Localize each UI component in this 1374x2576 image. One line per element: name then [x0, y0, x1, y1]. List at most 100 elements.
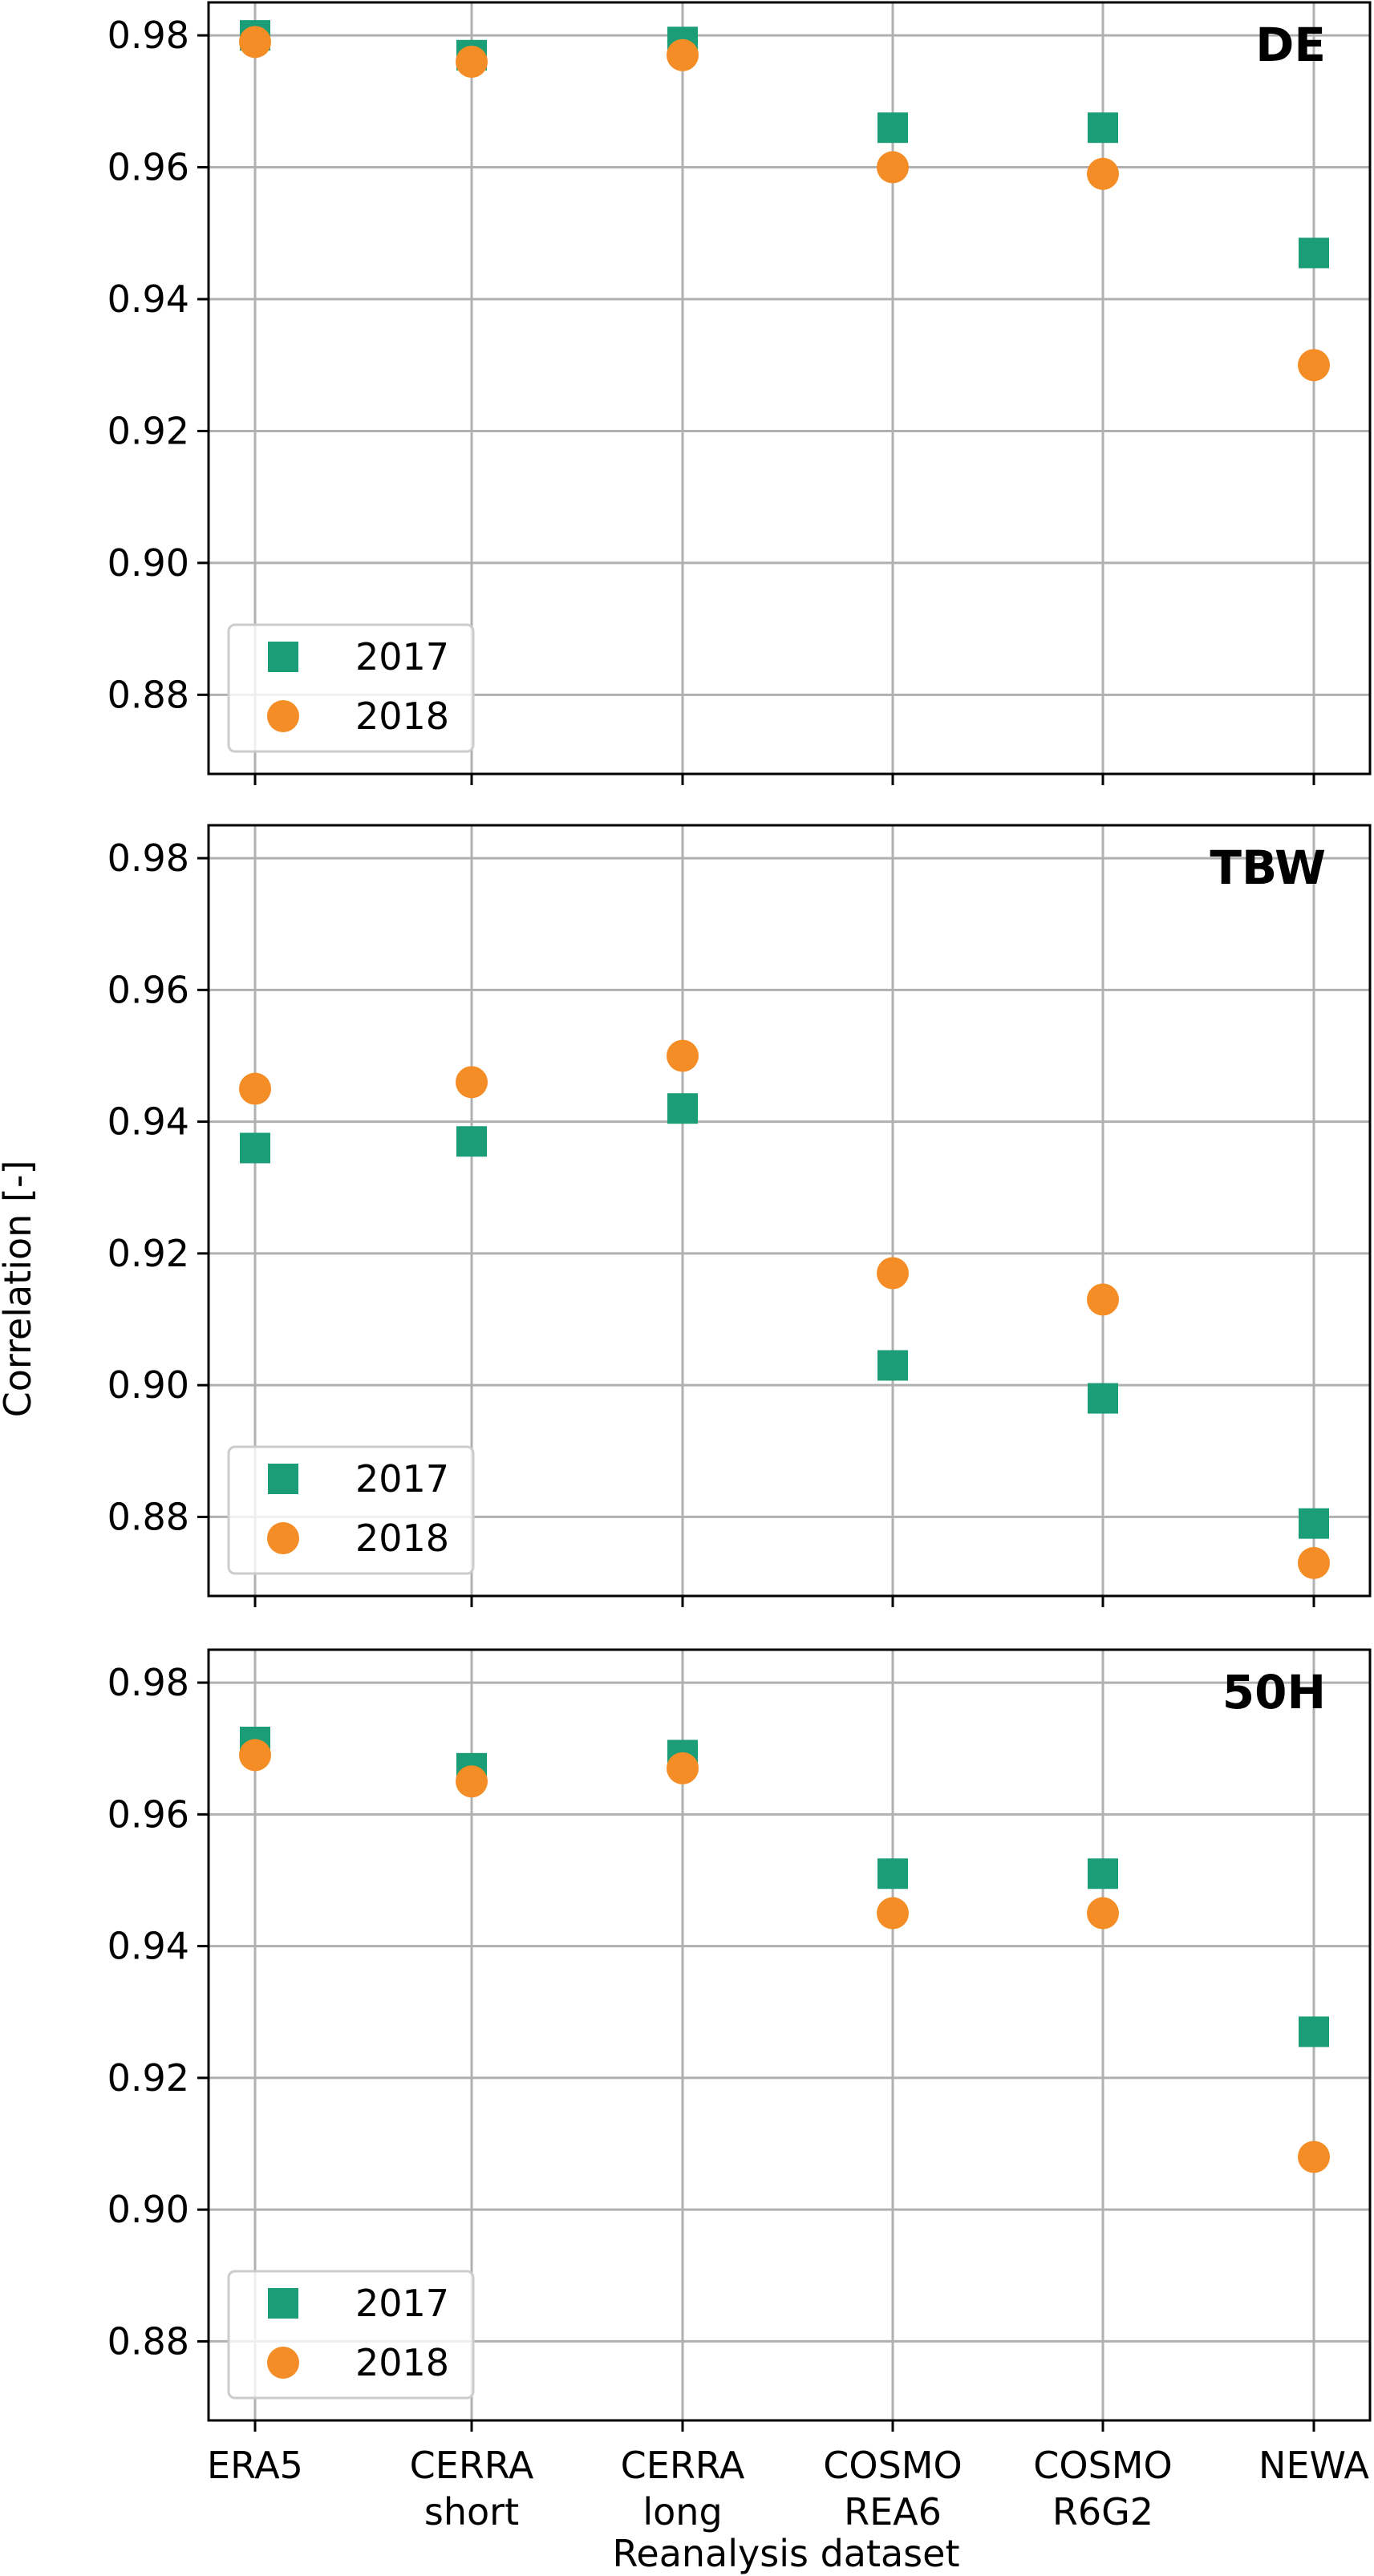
- data-point-2018-6: [1298, 1546, 1330, 1579]
- series-2017: [240, 1726, 1329, 2047]
- data-point-2017-5: [1088, 1858, 1118, 1889]
- legend-label-2018: 2018: [355, 2341, 449, 2384]
- data-point-2018-5: [1087, 1283, 1119, 1316]
- data-point-2017-6: [1299, 1508, 1329, 1539]
- y-tick-label: 0.94: [107, 1100, 189, 1144]
- data-point-2017-5: [1088, 112, 1118, 144]
- x-axis-ticks: [253, 2420, 1315, 2432]
- data-point-2018-3: [667, 1752, 699, 1784]
- panel-title: TBW: [1210, 840, 1326, 895]
- x-axis-ticks: [253, 774, 1315, 785]
- x-category-label: ERA5: [207, 2444, 303, 2487]
- data-point-2017-6: [1299, 237, 1329, 269]
- x-category-label-line: NEWA: [1258, 2444, 1369, 2487]
- y-tick-label: 0.92: [107, 1232, 189, 1275]
- y-tick-label: 0.88: [107, 2319, 189, 2363]
- series-2017: [240, 1093, 1329, 1539]
- x-category-label: COSMO R6G2: [1033, 2444, 1172, 2533]
- data-point-2017-4: [877, 1858, 908, 1889]
- legend-marker-2017: [268, 1464, 298, 1494]
- data-point-2018-2: [456, 1066, 488, 1099]
- y-tick-label: 0.96: [107, 146, 189, 189]
- x-category-label-line: ERA5: [207, 2444, 303, 2487]
- x-axis-label: Reanalysis dataset: [613, 2532, 960, 2575]
- data-point-2018-6: [1298, 2141, 1330, 2173]
- x-axis-ticks: [253, 1596, 1315, 1607]
- data-point-2017-4: [877, 112, 908, 144]
- x-category-label-line: COSMO: [1033, 2444, 1172, 2487]
- panel-tbw: 0.88 0.90 0.92 0.94 0.96 0.98 TBW 2017 2018: [107, 824, 1372, 1607]
- y-tick-label: 0.88: [107, 1495, 189, 1538]
- series-2018: [239, 26, 1330, 382]
- x-category-label: COSMO REA6: [823, 2444, 962, 2533]
- x-category-label-line: COSMO: [823, 2444, 962, 2487]
- data-point-2018-1: [239, 1072, 271, 1105]
- data-point-2018-1: [239, 1739, 271, 1772]
- y-tick-label: 0.92: [107, 2056, 189, 2100]
- y-tick-label: 0.88: [107, 673, 189, 716]
- legend-marker-2017: [268, 642, 298, 672]
- x-category-label: NEWA: [1258, 2444, 1369, 2487]
- x-category-label-line: CERRA: [621, 2444, 745, 2487]
- y-axis-ticks: 0.88 0.90 0.92 0.94 0.96 0.98: [107, 14, 209, 716]
- legend: 2017 2018: [227, 623, 475, 753]
- legend: 2017 2018: [227, 1445, 475, 1575]
- y-tick-label: 0.94: [107, 277, 189, 321]
- legend-marker-2017: [268, 2288, 298, 2319]
- data-point-2017-4: [877, 1350, 908, 1381]
- y-tick-label: 0.98: [107, 836, 189, 880]
- y-axis-ticks: 0.88 0.90 0.92 0.94 0.96 0.98: [107, 836, 209, 1538]
- data-point-2018-2: [456, 1765, 488, 1798]
- data-point-2018-5: [1087, 157, 1119, 190]
- legend-marker-2018: [267, 1522, 299, 1554]
- legend: 2017 2018: [227, 2270, 475, 2400]
- panel-title: 50H: [1222, 1665, 1326, 1719]
- data-point-2018-3: [667, 38, 699, 71]
- y-tick-label: 0.92: [107, 409, 189, 452]
- data-point-2018-1: [239, 26, 271, 59]
- legend-label-2017: 2017: [355, 2282, 449, 2325]
- x-category-label-line: R6G2: [1052, 2490, 1153, 2533]
- y-axis-ticks: 0.88 0.90 0.92 0.94 0.96 0.98: [107, 1661, 209, 2363]
- data-point-2018-2: [456, 46, 488, 78]
- plot-frame: [207, 824, 1372, 1598]
- data-point-2017-5: [1088, 1383, 1118, 1414]
- grid: [209, 825, 1370, 1596]
- y-tick-label: 0.98: [107, 1661, 189, 1704]
- data-point-2018-6: [1298, 349, 1330, 382]
- plot-frame: [207, 1, 1372, 776]
- data-point-2017-6: [1299, 2016, 1329, 2047]
- legend-label-2017: 2017: [355, 635, 449, 678]
- y-tick-label: 0.90: [107, 2188, 189, 2231]
- plot-frame: [207, 1648, 1372, 2422]
- x-category-label: CERRA long: [621, 2444, 745, 2533]
- x-category-label-line: long: [642, 2490, 722, 2533]
- panel-de: 0.88 0.90 0.92 0.94 0.96 0.98 DE 2017 2018: [107, 1, 1372, 785]
- x-category-label-line: REA6: [844, 2490, 942, 2533]
- y-tick-label: 0.94: [107, 1925, 189, 1968]
- legend-label-2018: 2018: [355, 1517, 449, 1560]
- data-point-2018-3: [667, 1039, 699, 1072]
- x-category-label: CERRA short: [410, 2444, 534, 2533]
- panel-50h: 0.88 0.90 0.92 0.94 0.96 0.98 50H 2017 2018: [107, 1648, 1372, 2432]
- y-tick-label: 0.90: [107, 541, 189, 585]
- data-point-2018-4: [877, 1257, 909, 1290]
- legend-label-2018: 2018: [355, 695, 449, 738]
- data-point-2017-1: [240, 1132, 270, 1164]
- data-point-2017-3: [667, 1093, 698, 1124]
- series-2017: [240, 20, 1329, 269]
- y-axis-label: Correlation [-]: [0, 1160, 39, 1418]
- series-2018: [239, 1039, 1330, 1579]
- data-point-2018-5: [1087, 1897, 1119, 1930]
- legend-label-2017: 2017: [355, 1457, 449, 1501]
- data-point-2017-2: [456, 1126, 487, 1157]
- y-tick-label: 0.96: [107, 1792, 189, 1836]
- series-2018: [239, 1739, 1330, 2173]
- y-tick-label: 0.90: [107, 1363, 189, 1407]
- data-point-2018-4: [877, 151, 909, 184]
- legend-marker-2018: [267, 700, 299, 732]
- panel-title: DE: [1255, 18, 1326, 72]
- data-point-2018-4: [877, 1897, 909, 1930]
